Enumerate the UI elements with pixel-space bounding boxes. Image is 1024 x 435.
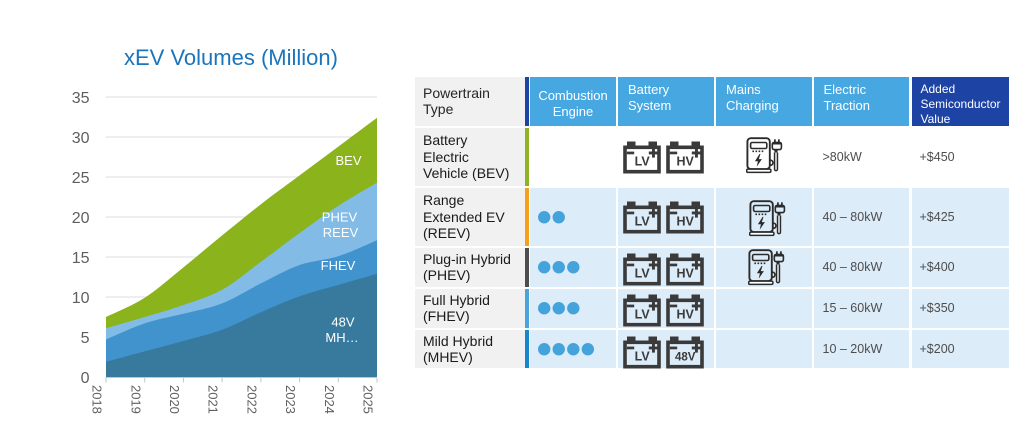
svg-text:MH…: MH…	[325, 330, 358, 345]
svg-text:48V: 48V	[331, 315, 354, 330]
svg-text:HV: HV	[677, 308, 695, 322]
svg-text:2025: 2025	[361, 385, 376, 414]
svg-text:2020: 2020	[167, 385, 182, 414]
svg-text:LV: LV	[635, 154, 651, 168]
svg-text:35: 35	[72, 90, 90, 107]
svg-text:HV: HV	[677, 154, 695, 168]
svg-text:5: 5	[81, 330, 90, 347]
svg-text:HV: HV	[677, 267, 695, 281]
svg-text:2021: 2021	[206, 385, 221, 414]
svg-text:FHEV: FHEV	[321, 258, 356, 273]
svg-text:2024: 2024	[322, 385, 337, 414]
svg-text:LV: LV	[635, 308, 651, 322]
svg-text:REEV: REEV	[323, 225, 359, 240]
svg-text:LV: LV	[635, 214, 651, 228]
svg-text:2023: 2023	[283, 385, 298, 414]
svg-text:2018: 2018	[90, 385, 105, 414]
svg-text:2019: 2019	[128, 385, 143, 414]
svg-text:LV: LV	[635, 349, 651, 363]
svg-text:25: 25	[72, 170, 90, 187]
svg-text:BEV: BEV	[335, 153, 361, 168]
svg-text:20: 20	[72, 210, 90, 227]
svg-text:10: 10	[72, 290, 90, 307]
svg-text:LV: LV	[635, 267, 651, 281]
svg-text:2022: 2022	[244, 385, 259, 414]
svg-text:HV: HV	[677, 214, 695, 228]
svg-text:15: 15	[72, 250, 90, 267]
svg-text:PHEV: PHEV	[322, 210, 358, 225]
svg-text:30: 30	[72, 130, 90, 147]
svg-text:0: 0	[81, 370, 90, 387]
svg-text:48V: 48V	[675, 351, 696, 363]
